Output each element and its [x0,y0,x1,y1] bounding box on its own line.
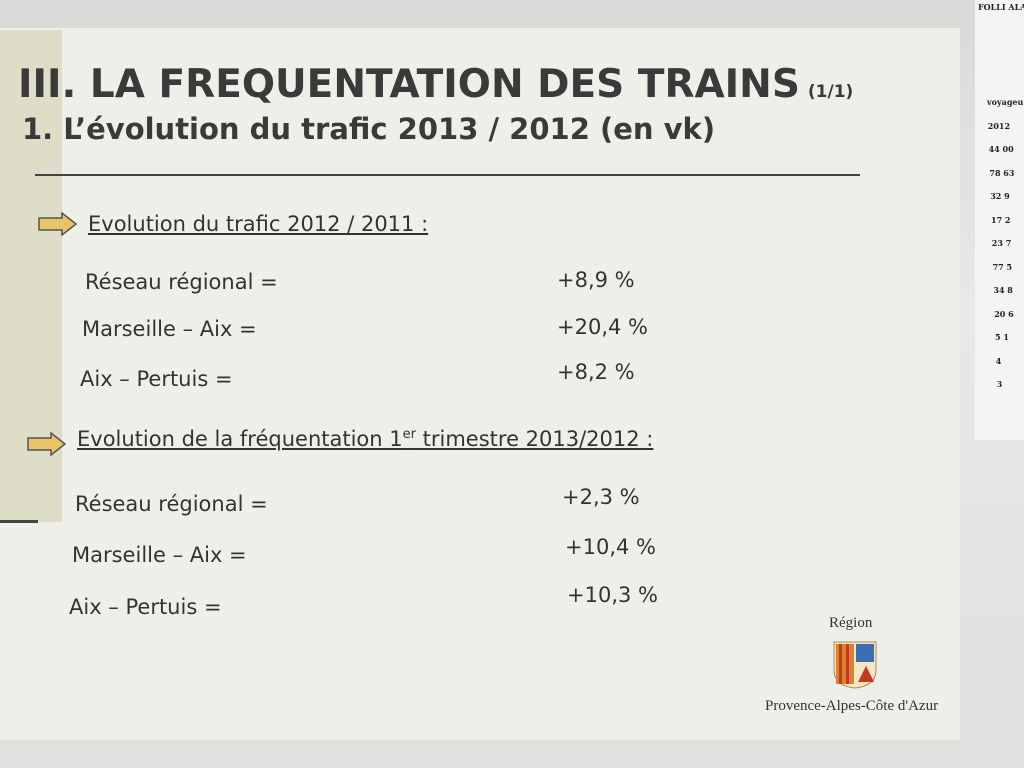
sheet-cell: 32 9 [990,191,1010,201]
sheet-cell: 44 00 [988,144,1014,154]
row-value: +2,3 % [562,485,640,509]
strip-line [0,520,38,523]
divider [35,174,860,176]
row-label: Aix – Pertuis = [69,595,222,619]
sheet-cell: 77 5 [992,261,1013,272]
logo-shield [833,641,877,689]
side-sheet: FOLLI ALA voyageu 2012 44 00 78 63 32 9 17 2 2… [975,0,1024,440]
sheet-cell: 34 8 [993,285,1013,295]
sheet-cell: 4 [995,355,1002,366]
sheet-cell: 78 63 [989,167,1015,178]
subtitle: 1. L’évolution du trafic 2013 / 2012 (en… [22,112,716,146]
row-value: +20,4 % [557,315,648,339]
heading-text: Evolution de la fréquentation 1 [77,427,403,451]
sheet-cell: 17 2 [991,214,1011,225]
row-value: +8,2 % [557,360,635,384]
title-suffix: (1/1) [807,82,854,102]
row-value: +10,3 % [567,583,658,607]
sheet-cell: 3 [996,379,1003,389]
sheet-cell: voyageu [987,97,1024,107]
row-label: Réseau régional = [85,270,278,294]
title-text: III. LA FREQUENTATION DES TRAINS [18,62,800,107]
slide [0,28,960,740]
row-label: Marseille – Aix = [72,543,247,567]
row-label: Marseille – Aix = [82,317,257,341]
title: III. LA FREQUENTATION DES TRAINS (1/1) [18,62,853,107]
section-heading: Evolution de la fréquentation 1er trimes… [77,427,653,451]
sheet-cell: 20 6 [994,308,1014,319]
row-value: +10,4 % [565,535,656,559]
row-label: Réseau régional = [75,492,268,516]
heading-sup: er [402,427,416,442]
arrow-icon [27,432,67,456]
arrow-icon [38,212,78,236]
sheet-cell: 2012 [987,120,1011,131]
logo-top: Région [829,615,873,631]
logo-bottom: Provence-Alpes-Côte d'Azur [765,698,939,714]
section-heading: Evolution du trafic 2012 / 2011 : [88,212,429,236]
row-label: Aix – Pertuis = [80,367,233,391]
row-value: +8,9 % [557,268,635,292]
sheet-cell: 5 1 [995,332,1009,342]
sheet-header: FOLLI ALA [978,2,1024,12]
sheet-cell: 23 7 [991,238,1012,248]
heading-tail: trimestre 2013/2012 : [415,427,654,451]
